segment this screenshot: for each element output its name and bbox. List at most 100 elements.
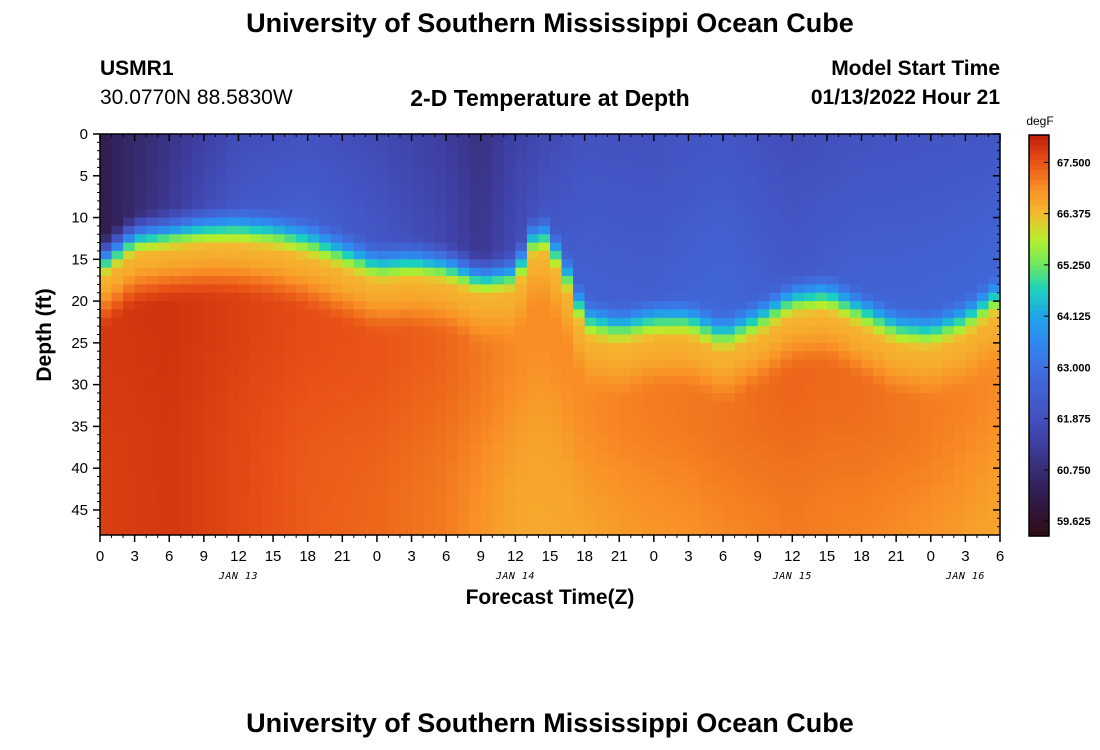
heatmap-cell <box>273 401 286 411</box>
heatmap-cell <box>111 134 124 143</box>
heatmap-cell <box>423 509 436 519</box>
heatmap-cell <box>942 309 955 319</box>
heatmap-cell <box>342 401 355 411</box>
heatmap-cell <box>619 476 632 486</box>
heatmap-cell <box>388 434 401 444</box>
heatmap-cell <box>226 150 240 160</box>
heatmap-cell <box>146 518 159 528</box>
heatmap-cell <box>284 351 297 361</box>
heatmap-cell <box>100 217 113 227</box>
heatmap-cell <box>861 434 874 444</box>
heatmap-cell <box>469 418 482 427</box>
heatmap-cell <box>492 351 505 361</box>
heatmap-cell <box>723 451 736 461</box>
heatmap-cell <box>215 192 228 202</box>
heatmap-cell <box>273 234 286 244</box>
heatmap-cell <box>550 384 563 394</box>
heatmap-cell <box>723 217 736 227</box>
heatmap-cell <box>353 367 366 377</box>
heatmap-cell <box>769 342 782 352</box>
heatmap-cell <box>180 509 193 519</box>
heatmap-cell <box>642 351 655 361</box>
heatmap-cell <box>192 250 205 260</box>
heatmap-cell <box>100 225 113 235</box>
heatmap-cell <box>238 484 251 494</box>
heatmap-cell <box>296 242 309 252</box>
heatmap-cell <box>111 359 124 369</box>
heatmap-cell <box>665 301 678 311</box>
heatmap-cell <box>746 142 759 152</box>
heatmap-cell <box>123 276 136 285</box>
heatmap-cell <box>676 451 690 461</box>
heatmap-cell <box>284 526 297 535</box>
heatmap-cell <box>873 501 886 511</box>
heatmap-cell <box>134 509 147 519</box>
heatmap-cell <box>376 334 390 344</box>
heatmap-cell <box>215 509 228 519</box>
heatmap-cell <box>538 342 551 352</box>
heatmap-cell <box>400 509 413 519</box>
heatmap-cell <box>700 267 713 277</box>
heatmap-cell <box>815 276 828 285</box>
heatmap-cell <box>953 326 966 336</box>
heatmap-cell <box>942 434 955 444</box>
heatmap-cell <box>457 484 470 494</box>
x-axis-label: Forecast Time(Z) <box>466 586 635 609</box>
heatmap-cell <box>238 142 251 152</box>
heatmap-cell <box>446 192 459 202</box>
heatmap-cell <box>988 451 1000 461</box>
heatmap-cell <box>988 526 1000 535</box>
heatmap-cell <box>146 401 159 411</box>
colorbar-segment <box>1029 285 1049 291</box>
heatmap-cell <box>446 342 459 352</box>
heatmap-cell <box>619 250 632 260</box>
heatmap-cell <box>353 384 366 394</box>
heatmap-cell <box>284 434 297 444</box>
heatmap-cell <box>965 418 978 427</box>
heatmap-cell <box>434 284 447 294</box>
heatmap-cell <box>353 493 366 503</box>
heatmap-cell <box>319 134 332 143</box>
heatmap-cell <box>342 409 355 419</box>
heatmap-cell <box>100 376 113 386</box>
heatmap-cell <box>365 501 378 511</box>
heatmap-cell <box>919 418 932 427</box>
colorbar-tick-label: 67.500 <box>1057 157 1091 169</box>
heatmap-cell <box>838 284 851 294</box>
heatmap-cell <box>942 284 955 294</box>
heatmap-cell <box>457 317 470 327</box>
heatmap-cell <box>446 468 459 478</box>
heatmap-cell <box>423 225 436 235</box>
colorbar-segment <box>1029 225 1049 231</box>
heatmap-cell <box>273 284 286 294</box>
heatmap-cell <box>157 184 170 194</box>
heatmap-cell <box>457 159 470 169</box>
heatmap-cell <box>538 367 551 377</box>
heatmap-cell <box>111 518 124 528</box>
heatmap-cell <box>376 426 390 436</box>
heatmap-cell <box>561 484 574 494</box>
heatmap-cell <box>873 434 886 444</box>
heatmap-cell <box>792 142 805 152</box>
heatmap-cell <box>342 225 355 235</box>
heatmap-cell <box>434 434 447 444</box>
heatmap-cell <box>503 392 516 402</box>
heatmap-cell <box>873 334 886 344</box>
heatmap-cell <box>838 159 851 169</box>
heatmap-cell <box>792 342 805 352</box>
heatmap-cell <box>965 301 978 311</box>
heatmap-cell <box>688 367 701 377</box>
heatmap-cell <box>123 351 136 361</box>
heatmap-cell <box>723 434 736 444</box>
heatmap-cell <box>261 134 274 143</box>
heatmap-cell <box>919 259 932 269</box>
heatmap-cell <box>457 209 470 219</box>
colorbar-segment <box>1029 515 1049 522</box>
heatmap-cell <box>965 434 978 444</box>
heatmap-cell <box>619 326 632 336</box>
heatmap-cell <box>688 426 701 436</box>
heatmap-cell <box>261 159 274 169</box>
heatmap-cell <box>134 468 147 478</box>
heatmap-cell <box>423 401 436 411</box>
heatmap-cell <box>411 134 424 143</box>
